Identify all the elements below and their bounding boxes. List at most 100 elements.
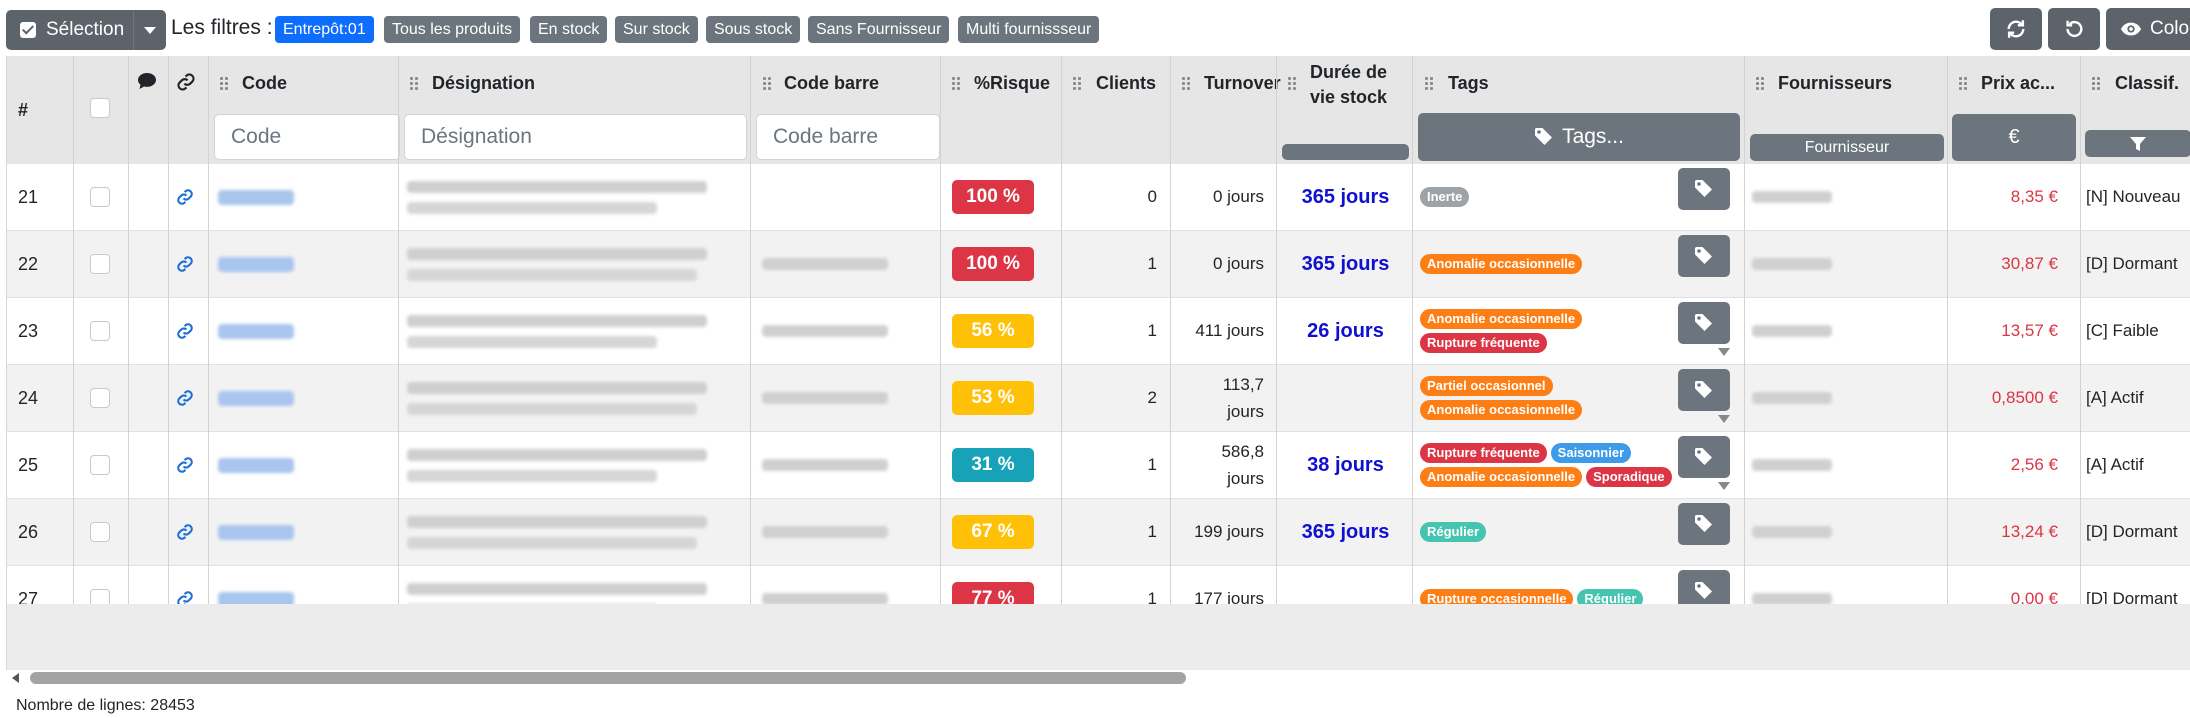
row-checkbox[interactable] — [90, 522, 110, 542]
toolbar: Sélection Les filtres : Entrepôt:01 Tous… — [0, 0, 2190, 56]
expand-triangle-icon[interactable] — [1718, 482, 1730, 490]
prix-drag-handle[interactable] — [1958, 76, 1967, 91]
selection-caret-button[interactable] — [133, 10, 166, 50]
edit-tags-button[interactable] — [1678, 302, 1730, 344]
row-checkbox[interactable] — [90, 388, 110, 408]
designation-drag-handle[interactable] — [409, 76, 418, 91]
header-prix[interactable]: Prix ac... — [1981, 73, 2056, 93]
tags-drag-handle[interactable] — [1424, 76, 1433, 91]
turnover-drag-handle[interactable] — [1181, 76, 1190, 91]
row-link-icon[interactable] — [175, 523, 195, 541]
filter-chip-tous-produits[interactable]: Tous les produits — [384, 16, 521, 43]
header-fournisseurs[interactable]: Fournisseurs — [1778, 73, 1893, 93]
row-checkbox[interactable] — [90, 321, 110, 341]
horizontal-scrollbar-thumb[interactable] — [30, 672, 1186, 684]
select-all-checkbox[interactable] — [90, 98, 110, 118]
fournisseurs-drag-handle[interactable] — [1755, 76, 1764, 91]
row-checkbox[interactable] — [90, 187, 110, 207]
table-row[interactable]: 23 56 % 1 411 jours 26 jours Anomalie occasio… — [7, 298, 2190, 365]
table-row[interactable]: 21 100 % 0 0 jours 365 jours Inerte 8,35 € [N] … — [7, 164, 2190, 231]
table-row[interactable]: 25 31 % 1 586,8 jours 38 jours Rupture fréquen… — [7, 432, 2190, 499]
duree-filter-button[interactable] — [1282, 144, 1409, 160]
filter-chip-entrepot[interactable]: Entrepôt:01 — [275, 16, 374, 43]
duree-drag-handle[interactable] — [1287, 76, 1296, 91]
filter-chip-sur-stock[interactable]: Sur stock — [615, 16, 698, 43]
prix-filter-button[interactable]: € — [1952, 114, 2076, 161]
row-checkbox[interactable] — [90, 455, 110, 475]
header-duree[interactable]: Durée de vie stock — [1310, 60, 1387, 110]
columns-button[interactable]: Colo — [2106, 8, 2190, 50]
selection-button[interactable]: Sélection — [6, 10, 133, 50]
prix-value: 2,56 € — [2010, 455, 2058, 474]
duree-value: 365 jours — [1301, 185, 1390, 208]
tag-icon — [1695, 180, 1712, 197]
classif-drag-handle[interactable] — [2091, 76, 2100, 91]
selection-dropdown[interactable]: Sélection — [6, 10, 166, 50]
table-row[interactable]: 22 100 % 1 0 jours 365 jours Anomalie occasio… — [7, 231, 2190, 298]
filter-chip-multi-fournisseur[interactable]: Multi fournissseur — [958, 16, 1100, 43]
reset-button[interactable] — [2048, 8, 2100, 50]
row-checkbox[interactable] — [90, 254, 110, 274]
code-redacted[interactable] — [218, 189, 294, 205]
row-link-icon[interactable] — [175, 389, 195, 407]
header-tags[interactable]: Tags — [1448, 73, 1489, 93]
filters-label: Les filtres : — [171, 16, 273, 39]
row-link-icon[interactable] — [175, 255, 195, 273]
duree-value: 365 jours — [1301, 520, 1390, 543]
clients-value: 1 — [1147, 455, 1157, 474]
checkbox-checked-icon — [20, 22, 36, 38]
row-link-icon[interactable] — [175, 188, 195, 206]
expand-triangle-icon[interactable] — [1718, 348, 1730, 356]
header-code[interactable]: Code — [242, 73, 287, 93]
edit-tags-button[interactable] — [1678, 436, 1730, 478]
header-turnover[interactable]: Turnover — [1204, 73, 1281, 93]
header-designation[interactable]: Désignation — [432, 73, 536, 93]
turnover-value-line1: 586,8 — [1221, 442, 1264, 461]
edit-tags-button[interactable] — [1678, 369, 1730, 411]
refresh-button[interactable] — [1990, 8, 2042, 50]
row-link-icon[interactable] — [175, 456, 195, 474]
header-clients[interactable]: Clients — [1096, 73, 1157, 93]
fournisseur-redacted — [1752, 191, 1832, 203]
table-row[interactable]: 24 53 % 2 113,7 jours Partiel occasionnel Anom… — [7, 365, 2190, 432]
risk-badge: 100 % — [952, 180, 1034, 214]
filter-chip-sous-stock[interactable]: Sous stock — [706, 16, 801, 43]
code-filter-input[interactable]: Code — [214, 114, 400, 160]
edit-tags-button[interactable] — [1678, 235, 1730, 277]
code-redacted[interactable] — [218, 256, 294, 272]
prix-value: 0,8500 € — [1991, 388, 2058, 407]
code-redacted[interactable] — [218, 390, 294, 406]
tag-badge: Anomalie occasionnelle — [1420, 309, 1583, 329]
code-drag-handle[interactable] — [219, 76, 228, 91]
filter-chip-en-stock[interactable]: En stock — [530, 16, 608, 43]
row-count: Nombre de lignes: 28453 — [16, 697, 195, 714]
edit-tags-button[interactable] — [1678, 503, 1730, 545]
code-redacted[interactable] — [218, 457, 294, 473]
tag-icon — [1695, 247, 1712, 264]
row-link-icon[interactable] — [175, 322, 195, 340]
tag-icon — [1695, 582, 1712, 599]
turnover-value: 113,7 jours — [1223, 371, 1264, 425]
header-risk[interactable]: %Risque — [974, 73, 1051, 93]
risk-drag-handle[interactable] — [951, 76, 960, 91]
clients-drag-handle[interactable] — [1072, 76, 1081, 91]
table-row[interactable]: 26 67 % 1 199 jours 365 jours Régulier 13,24 €… — [7, 499, 2190, 566]
code-redacted[interactable] — [218, 591, 294, 607]
turnover-value: 0 jours — [1212, 254, 1264, 273]
fournisseur-filter-button[interactable]: Fournisseur — [1750, 134, 1944, 161]
barcode-filter-input[interactable]: Code barre — [756, 114, 940, 160]
classif-filter-button[interactable] — [2085, 130, 2190, 157]
designation-filter-input[interactable]: Désignation — [404, 114, 747, 160]
code-redacted[interactable] — [218, 323, 294, 339]
expand-triangle-icon[interactable] — [1718, 415, 1730, 423]
code-redacted[interactable] — [218, 524, 294, 540]
edit-tags-button[interactable] — [1678, 168, 1730, 210]
filter-chip-sans-fournisseur[interactable]: Sans Fournisseur — [808, 16, 950, 43]
scroll-left-arrow-icon[interactable] — [12, 673, 19, 683]
header-barcode[interactable]: Code barre — [784, 73, 880, 93]
barcode-drag-handle[interactable] — [762, 76, 771, 91]
header-classif[interactable]: Classif. — [2115, 73, 2180, 93]
designation-redacted — [407, 536, 697, 549]
tags-filter-button[interactable]: Tags... — [1418, 113, 1740, 161]
designation-redacted — [407, 469, 657, 482]
